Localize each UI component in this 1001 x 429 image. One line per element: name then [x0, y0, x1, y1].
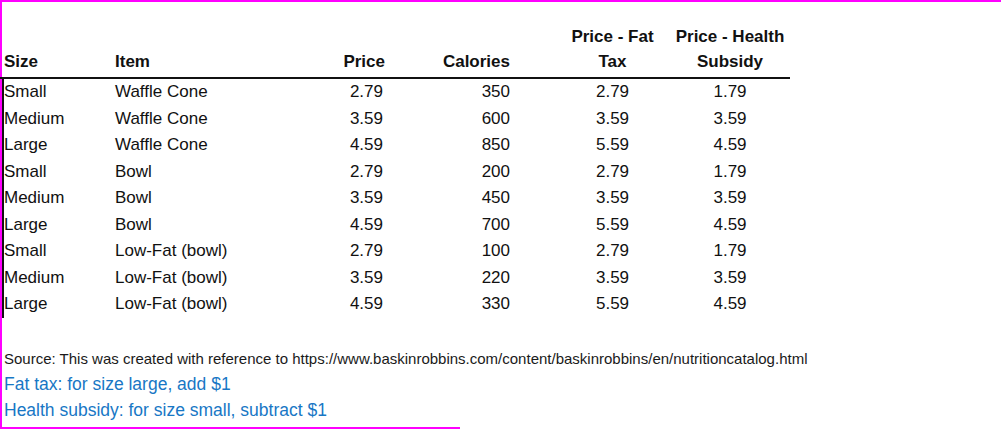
- column-header-price-fat-tax: Price - Fat Tax: [555, 24, 670, 78]
- cell-price: 2.79: [340, 159, 385, 186]
- cell-size: Medium: [0, 106, 115, 133]
- cell-price-health-subsidy: 3.59: [670, 265, 790, 292]
- cell-item: Waffle Cone: [115, 106, 340, 133]
- cell-size: Medium: [0, 185, 115, 212]
- column-header-calories: Calories: [385, 24, 555, 78]
- cell-price: 3.59: [340, 265, 385, 292]
- cell-calories: 450: [385, 185, 555, 212]
- cell-size: Large: [0, 212, 115, 239]
- column-header-price: Price: [340, 24, 385, 78]
- cell-size: Small: [0, 78, 115, 106]
- nutrition-price-table: Size Item Price Calories Price - Fat Tax…: [0, 24, 790, 318]
- table-header: Size Item Price Calories Price - Fat Tax…: [0, 24, 790, 78]
- cell-price: 4.59: [340, 212, 385, 239]
- cell-price-health-subsidy: 4.59: [670, 291, 790, 318]
- cell-price-health-subsidy: 3.59: [670, 106, 790, 133]
- cell-calories: 330: [385, 291, 555, 318]
- cell-price-fat-tax: 5.59: [555, 291, 670, 318]
- cell-size: Medium: [0, 265, 115, 292]
- cell-calories: 100: [385, 238, 555, 265]
- cell-item: Bowl: [115, 212, 340, 239]
- cell-price: 3.59: [340, 185, 385, 212]
- cell-calories: 350: [385, 78, 555, 106]
- cell-item: Low-Fat (bowl): [115, 238, 340, 265]
- header-row: Size Item Price Calories Price - Fat Tax…: [0, 24, 790, 78]
- cell-item: Waffle Cone: [115, 78, 340, 106]
- cell-price-fat-tax: 5.59: [555, 212, 670, 239]
- cell-price-health-subsidy: 3.59: [670, 185, 790, 212]
- cell-price-fat-tax: 2.79: [555, 78, 670, 106]
- column-header-size: Size: [0, 24, 115, 78]
- cell-size: Small: [0, 159, 115, 186]
- cell-size: Large: [0, 132, 115, 159]
- table-row: Medium Low-Fat (bowl) 3.59 220 3.59 3.59: [0, 265, 790, 292]
- table-row: Medium Bowl 3.59 450 3.59 3.59: [0, 185, 790, 212]
- table-row: Medium Waffle Cone 3.59 600 3.59 3.59: [0, 106, 790, 133]
- cell-price-health-subsidy: 1.79: [670, 78, 790, 106]
- cell-calories: 850: [385, 132, 555, 159]
- cell-price-health-subsidy: 4.59: [670, 132, 790, 159]
- cell-price-fat-tax: 3.59: [555, 185, 670, 212]
- cell-calories: 700: [385, 212, 555, 239]
- cell-calories: 600: [385, 106, 555, 133]
- table-row: Small Low-Fat (bowl) 2.79 100 2.79 1.79: [0, 238, 790, 265]
- cell-price-fat-tax: 3.59: [555, 106, 670, 133]
- table-row: Large Waffle Cone 4.59 850 5.59 4.59: [0, 132, 790, 159]
- cell-price-fat-tax: 2.79: [555, 159, 670, 186]
- cell-item: Waffle Cone: [115, 132, 340, 159]
- table-left-rule: [2, 79, 4, 318]
- cell-price: 2.79: [340, 78, 385, 106]
- cell-price-health-subsidy: 1.79: [670, 238, 790, 265]
- table-row: Large Low-Fat (bowl) 4.59 330 5.59 4.59: [0, 291, 790, 318]
- table-body: Small Waffle Cone 2.79 350 2.79 1.79 Med…: [0, 78, 790, 318]
- table-row: Large Bowl 4.59 700 5.59 4.59: [0, 212, 790, 239]
- cell-item: Low-Fat (bowl): [115, 265, 340, 292]
- cell-price: 3.59: [340, 106, 385, 133]
- cell-item: Bowl: [115, 185, 340, 212]
- cell-price-health-subsidy: 4.59: [670, 212, 790, 239]
- table-row: Small Bowl 2.79 200 2.79 1.79: [0, 159, 790, 186]
- cell-price-fat-tax: 2.79: [555, 238, 670, 265]
- cell-item: Bowl: [115, 159, 340, 186]
- cell-price: 4.59: [340, 291, 385, 318]
- source-note: Source: This was created with reference …: [4, 350, 807, 367]
- cell-calories: 200: [385, 159, 555, 186]
- fat-tax-note: Fat tax: for size large, add $1: [4, 374, 231, 395]
- cell-price-fat-tax: 3.59: [555, 265, 670, 292]
- cell-size: Large: [0, 291, 115, 318]
- cell-price: 2.79: [340, 238, 385, 265]
- cell-item: Low-Fat (bowl): [115, 291, 340, 318]
- cell-price-fat-tax: 5.59: [555, 132, 670, 159]
- column-header-item: Item: [115, 24, 340, 78]
- cell-calories: 220: [385, 265, 555, 292]
- health-subsidy-note: Health subsidy: for size small, subtract…: [4, 400, 327, 421]
- crop-border-top: [0, 0, 1001, 2]
- cell-price: 4.59: [340, 132, 385, 159]
- cell-price-health-subsidy: 1.79: [670, 159, 790, 186]
- column-header-price-health-subsidy: Price - Health Subsidy: [670, 24, 790, 78]
- table-row: Small Waffle Cone 2.79 350 2.79 1.79: [0, 78, 790, 106]
- cell-size: Small: [0, 238, 115, 265]
